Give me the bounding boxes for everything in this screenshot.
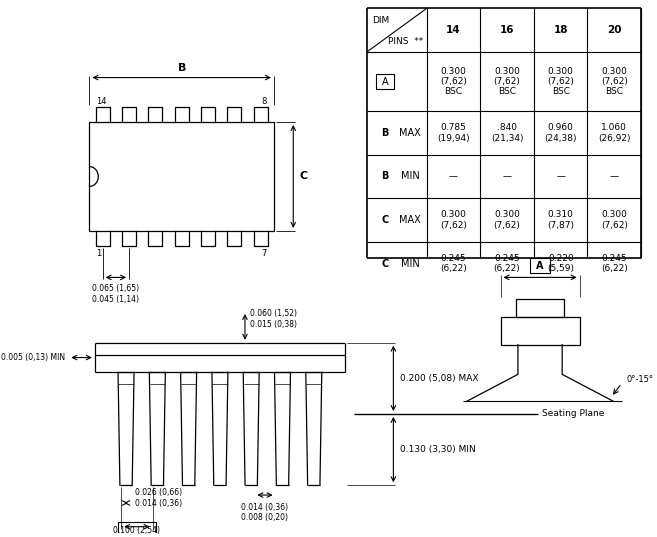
Text: 0.300
(7,62): 0.300 (7,62) xyxy=(601,211,627,230)
Text: 0.005 (0,13) MIN: 0.005 (0,13) MIN xyxy=(1,353,65,362)
Text: 1.060
(26,92): 1.060 (26,92) xyxy=(598,124,631,143)
Text: 0.245
(6,22): 0.245 (6,22) xyxy=(601,254,627,273)
Text: 8: 8 xyxy=(261,97,267,106)
Text: B: B xyxy=(381,171,389,182)
Text: 0°-15°: 0°-15° xyxy=(626,375,653,384)
Text: MAX: MAX xyxy=(399,215,421,225)
Text: 14: 14 xyxy=(446,25,461,35)
Bar xyxy=(530,258,550,273)
Text: MIN: MIN xyxy=(401,258,419,268)
Bar xyxy=(118,522,156,537)
Text: 0.300
(7,62): 0.300 (7,62) xyxy=(440,211,467,230)
Text: 0.026 (0,66)
0.014 (0,36): 0.026 (0,66) 0.014 (0,36) xyxy=(135,488,183,507)
Text: 0.960
(24,38): 0.960 (24,38) xyxy=(545,124,577,143)
Text: 0.060 (1,52)
0.015 (0,38): 0.060 (1,52) 0.015 (0,38) xyxy=(250,309,297,329)
Text: 0.100 (2,54): 0.100 (2,54) xyxy=(114,526,160,535)
Text: 0.785
(19,94): 0.785 (19,94) xyxy=(437,124,470,143)
Text: .840
(21,34): .840 (21,34) xyxy=(491,124,524,143)
Text: 7: 7 xyxy=(261,249,267,258)
Text: 20: 20 xyxy=(607,25,622,35)
Text: Seating Plane: Seating Plane xyxy=(542,409,604,418)
Bar xyxy=(516,299,564,317)
Text: 18: 18 xyxy=(553,25,568,35)
Text: 0.300
(7,62)
BSC: 0.300 (7,62) BSC xyxy=(601,67,627,97)
Text: 0.245
(6,22): 0.245 (6,22) xyxy=(440,254,467,273)
Text: 14: 14 xyxy=(97,97,107,106)
Text: 0.014 (0,36)
0.008 (0,20): 0.014 (0,36) 0.008 (0,20) xyxy=(241,503,288,523)
Text: 0.130 (3,30) MIN: 0.130 (3,30) MIN xyxy=(400,445,476,454)
Text: MAX: MAX xyxy=(399,128,421,138)
Text: 0.310
(7,87): 0.310 (7,87) xyxy=(547,211,574,230)
Text: DIM: DIM xyxy=(373,16,390,25)
Text: PINS  **: PINS ** xyxy=(388,37,423,46)
Bar xyxy=(501,317,579,345)
Text: B: B xyxy=(177,63,186,72)
Text: 0.300
(7,62)
BSC: 0.300 (7,62) BSC xyxy=(547,67,574,97)
Bar xyxy=(376,74,394,90)
Text: C: C xyxy=(381,258,388,268)
Text: A: A xyxy=(382,77,388,86)
Text: C: C xyxy=(300,171,308,182)
Text: —: — xyxy=(503,172,512,181)
Text: —: — xyxy=(556,172,565,181)
Text: 0.245
(6,22): 0.245 (6,22) xyxy=(494,254,520,273)
Text: 0.300
(7,62): 0.300 (7,62) xyxy=(493,211,520,230)
Text: 0.300
(7,62)
BSC: 0.300 (7,62) BSC xyxy=(493,67,520,97)
Text: 0.200 (5,08) MAX: 0.200 (5,08) MAX xyxy=(400,374,479,383)
Text: 0.300
(7,62)
BSC: 0.300 (7,62) BSC xyxy=(440,67,467,97)
Text: 0.220
(5,59): 0.220 (5,59) xyxy=(547,254,574,273)
Text: 1: 1 xyxy=(97,249,102,258)
Text: 0.065 (1,65)
0.045 (1,14): 0.065 (1,65) 0.045 (1,14) xyxy=(92,284,139,304)
Text: B: B xyxy=(381,128,389,138)
Text: MIN: MIN xyxy=(401,171,419,182)
Bar xyxy=(89,122,274,231)
Text: A: A xyxy=(536,260,544,271)
Text: 16: 16 xyxy=(500,25,514,35)
Text: C: C xyxy=(381,215,388,225)
Text: —: — xyxy=(610,172,619,181)
Text: —: — xyxy=(449,172,458,181)
